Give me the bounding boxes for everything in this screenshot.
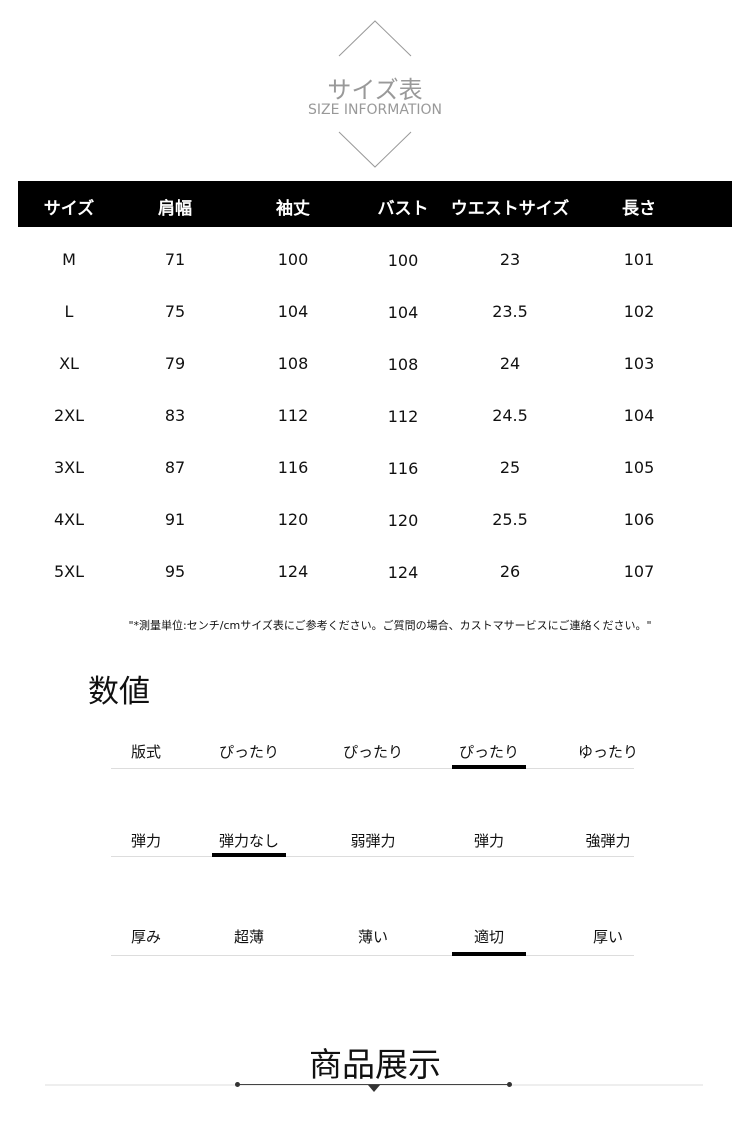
table-cell: 79 [164, 354, 186, 373]
attribute-label: 版式 [130, 743, 162, 761]
table-cell: 104 [623, 406, 655, 425]
table-cell: 25.5 [492, 510, 528, 529]
column-header: バスト [377, 199, 429, 219]
table-cell: 100 [387, 251, 419, 270]
table-cell: 5XL [53, 562, 85, 581]
table-cell: 23 [499, 250, 521, 269]
attribute-divider [111, 955, 634, 956]
table-cell: 91 [164, 510, 186, 529]
table-cell: 75 [164, 302, 186, 321]
column-header: ウエストサイズ [450, 199, 570, 219]
table-cell: M [62, 250, 76, 269]
column-header: 袖丈 [276, 199, 310, 219]
selected-indicator [212, 853, 286, 857]
column-header: 長さ [622, 199, 656, 219]
attribute-option: ぴったり [218, 743, 280, 761]
table-cell: 124 [277, 562, 309, 581]
triangle-down-icon [368, 1085, 380, 1092]
table-cell: 24 [499, 354, 521, 373]
table-cell: 124 [387, 563, 419, 582]
table-cell: 106 [623, 510, 655, 529]
table-cell: 87 [164, 458, 186, 477]
attribute-divider [111, 768, 634, 769]
table-cell: 103 [623, 354, 655, 373]
table-cell: 104 [277, 302, 309, 321]
table-cell: 101 [623, 250, 655, 269]
attribute-divider [111, 856, 634, 857]
table-cell: 25 [499, 458, 521, 477]
table-cell: 112 [277, 406, 309, 425]
table-cell: 107 [623, 562, 655, 581]
table-cell: 83 [164, 406, 186, 425]
product-section-title: 商品展示 [309, 1045, 441, 1084]
table-cell: 116 [277, 458, 309, 477]
banner-subtitle: SIZE INFORMATION [307, 102, 443, 118]
diamond-frame-icon [338, 20, 412, 168]
table-cell: 3XL [53, 458, 85, 477]
table-cell: 102 [623, 302, 655, 321]
attribute-option: 弱弾力 [350, 832, 396, 850]
column-header: サイズ [43, 199, 95, 219]
table-cell: 95 [164, 562, 186, 581]
attribute-option: ぴったり [342, 743, 404, 761]
table-cell: XL [59, 354, 79, 373]
size-table-header: サイズ 肩幅 袖丈 バスト ウエストサイズ 長さ [18, 181, 732, 227]
attribute-option: 弾力 [473, 832, 505, 850]
values-title: 数値 [88, 674, 150, 710]
selected-indicator [452, 952, 526, 956]
attribute-label: 弾力 [130, 832, 162, 850]
selected-indicator [452, 765, 526, 769]
attribute-option: 厚い [592, 928, 624, 946]
table-cell: 2XL [53, 406, 85, 425]
table-cell: 116 [387, 459, 419, 478]
divider-dot-right [507, 1082, 512, 1087]
banner-title: サイズ表 [327, 76, 423, 104]
product-divider [237, 1084, 509, 1085]
table-cell: 104 [387, 303, 419, 322]
attribute-option: 超薄 [233, 928, 265, 946]
table-cell: 105 [623, 458, 655, 477]
measurement-note: "*測量単位:センチ/cmサイズ表にご参考ください。ご質問の場合、カストマサービ… [128, 619, 652, 632]
table-cell: 100 [277, 250, 309, 269]
table-cell: 26 [499, 562, 521, 581]
table-cell: L [64, 302, 74, 321]
table-cell: 112 [387, 407, 419, 426]
attribute-option: 強弾力 [585, 832, 631, 850]
table-cell: 4XL [53, 510, 85, 529]
attribute-option: 弾力なし [218, 832, 280, 850]
table-cell: 120 [387, 511, 419, 530]
table-cell: 108 [387, 355, 419, 374]
attribute-option: ゆったり [577, 743, 639, 761]
table-cell: 71 [164, 250, 186, 269]
table-cell: 120 [277, 510, 309, 529]
table-cell: 108 [277, 354, 309, 373]
table-cell: 24.5 [492, 406, 528, 425]
attribute-option: ぴったり [458, 743, 520, 761]
table-cell: 23.5 [492, 302, 528, 321]
divider-dot-left [235, 1082, 240, 1087]
column-header: 肩幅 [158, 199, 192, 219]
attribute-option: 薄い [357, 928, 389, 946]
attribute-option: 適切 [473, 928, 505, 946]
attribute-label: 厚み [130, 928, 162, 946]
